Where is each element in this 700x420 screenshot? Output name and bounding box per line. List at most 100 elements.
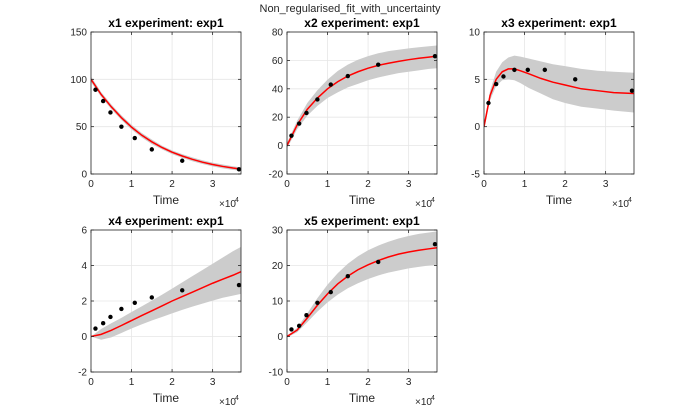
x-axis-label: Time — [546, 193, 573, 207]
axes-box — [483, 31, 635, 175]
axes-box — [90, 31, 242, 175]
x-tick-label: 3 — [603, 179, 609, 190]
fit-line — [287, 55, 437, 146]
x-tick-label: 0 — [284, 377, 290, 388]
fit-line — [287, 247, 437, 338]
y-tick-label: 150 — [70, 28, 87, 39]
x-axis-label: Time — [153, 193, 180, 207]
y-tick-label: -2 — [78, 368, 87, 379]
data-point — [93, 87, 98, 92]
data-point — [132, 300, 137, 305]
y-tick-label: 0 — [81, 332, 87, 343]
data-point — [629, 88, 635, 93]
data-point — [296, 323, 302, 329]
y-tick-label: 20 — [272, 261, 284, 272]
data-point — [315, 300, 320, 305]
x-tick-label: 1 — [325, 377, 331, 388]
y-tick-label: 0 — [277, 141, 283, 152]
x-tick-label: 0 — [481, 179, 487, 190]
x-multiplier: ×10 — [219, 397, 236, 408]
data-point — [180, 288, 185, 293]
x-tick-label: 1 — [129, 179, 135, 190]
x-tick-label: 0 — [284, 179, 290, 190]
data-point — [180, 158, 185, 163]
data-point — [93, 326, 98, 331]
x-tick-label: 2 — [169, 179, 175, 190]
x-tick-label: 1 — [522, 179, 528, 190]
data-point — [328, 289, 333, 295]
figure-suptitle: Non_regularised_fit_with_uncertainty — [260, 3, 441, 15]
x-tick-label: 0 — [88, 377, 94, 388]
y-tick-label: 20 — [272, 113, 284, 124]
x-multiplier-exponent: 4 — [431, 197, 435, 204]
x-axis-label: Time — [349, 193, 376, 207]
x-tick-label: 1 — [129, 377, 135, 388]
y-tick-label: 30 — [272, 226, 284, 237]
data-point — [108, 314, 113, 320]
y-tick-label: 80 — [272, 28, 284, 39]
subplot-title: x4 experiment: exp1 — [108, 214, 224, 228]
data-point — [132, 135, 137, 141]
y-tick-label: 0 — [277, 332, 283, 343]
data-point — [108, 110, 113, 115]
data-point — [573, 77, 578, 82]
y-tick-label: 10 — [272, 297, 284, 308]
y-tick-label: 0 — [81, 170, 87, 181]
x-tick-label: 3 — [210, 179, 216, 190]
data-point — [432, 242, 438, 247]
y-tick-label: 60 — [272, 56, 284, 67]
x-tick-label: 1 — [325, 179, 331, 190]
data-point — [432, 53, 438, 59]
uncertainty-band — [91, 246, 241, 340]
y-tick-label: 10 — [469, 28, 481, 39]
uncertainty-band — [287, 45, 437, 149]
x-multiplier: ×10 — [415, 397, 432, 408]
data-point — [328, 82, 333, 87]
uncertainty-band — [484, 55, 634, 130]
data-point — [289, 133, 294, 138]
subplot-title: x5 experiment: exp1 — [304, 214, 420, 228]
x-tick-label: 2 — [365, 179, 371, 190]
data-point — [304, 313, 309, 318]
data-point — [236, 282, 242, 288]
data-point — [315, 97, 320, 102]
y-tick-label: 0 — [474, 122, 480, 133]
x-axis-label: Time — [153, 391, 180, 405]
subplot-title: x1 experiment: exp1 — [108, 16, 224, 30]
data-point — [486, 100, 491, 106]
x-tick-label: 2 — [365, 377, 371, 388]
data-point — [525, 67, 530, 73]
data-point — [493, 81, 499, 87]
data-point — [512, 67, 517, 73]
y-tick-label: 5 — [474, 75, 480, 86]
axes-background — [91, 32, 241, 174]
data-point — [345, 73, 351, 79]
fit-line — [91, 78, 241, 170]
subplot-title: x3 experiment: exp1 — [501, 16, 617, 30]
data-point — [149, 147, 155, 152]
y-tick-label: 6 — [81, 226, 87, 237]
y-tick-label: 4 — [81, 261, 87, 272]
data-point — [345, 273, 351, 279]
data-point — [100, 320, 106, 326]
x-tick-label: 2 — [562, 179, 568, 190]
data-point — [376, 259, 381, 265]
subplot-title: x2 experiment: exp1 — [304, 16, 420, 30]
y-tick-label: -20 — [269, 170, 284, 181]
data-point — [501, 74, 506, 79]
y-tick-label: -5 — [471, 170, 480, 181]
fit-line — [91, 271, 241, 338]
x-multiplier-exponent: 4 — [431, 395, 435, 402]
y-tick-label: 100 — [70, 75, 87, 86]
x-multiplier: ×10 — [612, 199, 629, 210]
data-point — [236, 167, 242, 172]
y-tick-label: 50 — [76, 122, 88, 133]
x-multiplier-exponent: 4 — [235, 197, 239, 204]
data-point — [149, 295, 155, 300]
data-point — [100, 98, 106, 104]
